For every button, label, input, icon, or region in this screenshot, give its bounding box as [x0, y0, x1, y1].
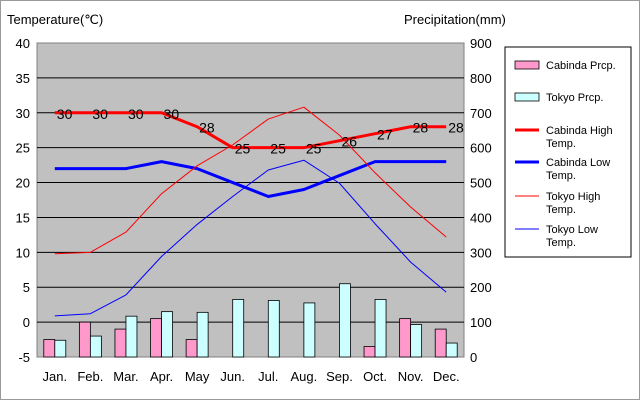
bar-cabinda	[434, 328, 447, 358]
x-tick-label: Oct.	[363, 369, 387, 384]
left-tick-label: 0	[23, 315, 30, 330]
data-label: 25	[306, 141, 322, 157]
bar-tokyo	[267, 300, 280, 358]
legend-label: Tokyo Low	[546, 224, 598, 236]
legend-swatch	[514, 92, 540, 102]
legend-label: Tokyo High	[546, 191, 600, 203]
line-series-2	[54, 106, 447, 255]
left-tick-label: 15	[16, 210, 30, 225]
right-axis-title: Precipitation(mm)	[404, 12, 506, 27]
legend-label: Tokyo Prcp.	[546, 92, 603, 104]
legend: Cabinda Prcp.Tokyo Prcp.Cabinda HighTemp…	[504, 46, 632, 258]
right-axis-ticks: 0 100 200 300 400 500 600 700 800 900	[470, 36, 492, 365]
data-label: 30	[57, 106, 73, 122]
left-tick-label: 35	[16, 71, 30, 86]
left-tick-label: 25	[16, 141, 30, 156]
data-label: 26	[341, 134, 357, 150]
data-label: 30	[164, 106, 180, 122]
left-tick-label: 5	[23, 280, 30, 295]
data-label: 28	[199, 120, 215, 136]
x-tick-label: Nov.	[398, 369, 424, 384]
bar-tokyo	[125, 315, 138, 358]
left-tick-label: 10	[16, 245, 30, 260]
right-tick-label: 300	[470, 245, 492, 260]
bar-cabinda	[363, 346, 376, 358]
precipitation-bars	[43, 283, 458, 358]
bar-tokyo	[232, 299, 245, 358]
left-tick-label: 40	[16, 36, 30, 51]
x-tick-label: Sep.	[326, 369, 353, 384]
data-label: 30	[128, 106, 144, 122]
temperature-lines	[54, 106, 447, 317]
right-tick-label: 0	[470, 350, 477, 365]
x-tick-label: Jun.	[220, 369, 245, 384]
bar-cabinda	[399, 318, 412, 358]
bar-tokyo	[374, 299, 387, 358]
data-labels: 30 30 30 30 28 25 25 25 26 27 28 28	[57, 106, 464, 157]
left-tick-label: 30	[16, 106, 30, 121]
legend-label: Cabinda Prcp.	[546, 60, 616, 72]
bar-tokyo	[410, 324, 423, 358]
right-tick-label: 100	[470, 315, 492, 330]
legend-label: Cabinda High	[546, 125, 613, 137]
data-label: 30	[92, 106, 108, 122]
bar-cabinda	[150, 318, 162, 358]
right-tick-label: 900	[470, 36, 492, 51]
left-axis-title: Temperature(℃)	[7, 12, 103, 27]
bar-tokyo	[303, 302, 316, 358]
plot-area	[36, 42, 465, 358]
x-tick-label: Feb.	[77, 369, 103, 384]
x-tick-label: May	[185, 369, 210, 384]
data-label: 28	[448, 120, 464, 136]
legend-label: Temp.	[546, 237, 576, 249]
right-tick-label: 500	[470, 176, 492, 191]
line-series-1	[54, 160, 447, 199]
bar-tokyo	[445, 342, 458, 358]
left-tick-label: -5	[18, 350, 30, 365]
right-tick-label: 400	[470, 210, 492, 225]
right-tick-label: 600	[470, 141, 492, 156]
data-label: 28	[413, 120, 429, 136]
x-tick-label: Apr.	[150, 369, 173, 384]
legend-swatch	[514, 60, 540, 70]
right-tick-label: 700	[470, 106, 492, 121]
bar-tokyo	[89, 335, 102, 358]
legend-box	[504, 46, 632, 258]
left-tick-label: 20	[16, 176, 30, 191]
data-label: 27	[377, 127, 393, 143]
line-series-3	[54, 159, 447, 317]
legend-label: Temp.	[546, 170, 576, 182]
x-tick-label: Aug.	[291, 369, 318, 384]
x-axis-ticks: Jan. Feb. Mar. Apr. May Jun. Jul. Aug. Sep. Oct. N…	[43, 369, 460, 384]
bar-tokyo	[196, 311, 209, 358]
bar-tokyo	[54, 339, 67, 358]
data-label: 25	[270, 141, 286, 157]
right-tick-label: 800	[470, 71, 492, 86]
x-tick-label: Mar.	[113, 369, 138, 384]
bar-cabinda	[114, 328, 127, 358]
x-tick-label: Dec.	[433, 369, 460, 384]
bar-cabinda	[185, 339, 198, 358]
left-axis-ticks: -5 0 5 10 15 20 25 30 35 40	[16, 36, 30, 365]
bar-tokyo	[339, 283, 351, 358]
bar-cabinda	[43, 339, 56, 358]
legend-label: Temp.	[546, 138, 576, 150]
bar-tokyo	[161, 311, 173, 358]
right-tick-label: 200	[470, 280, 492, 295]
x-tick-label: Jan.	[43, 369, 68, 384]
legend-label: Temp.	[546, 204, 576, 216]
legend-label: Cabinda Low	[546, 157, 610, 169]
line-series-0	[54, 111, 447, 150]
data-label: 25	[235, 141, 251, 157]
x-tick-label: Jul.	[258, 369, 278, 384]
bar-cabinda	[78, 321, 91, 358]
